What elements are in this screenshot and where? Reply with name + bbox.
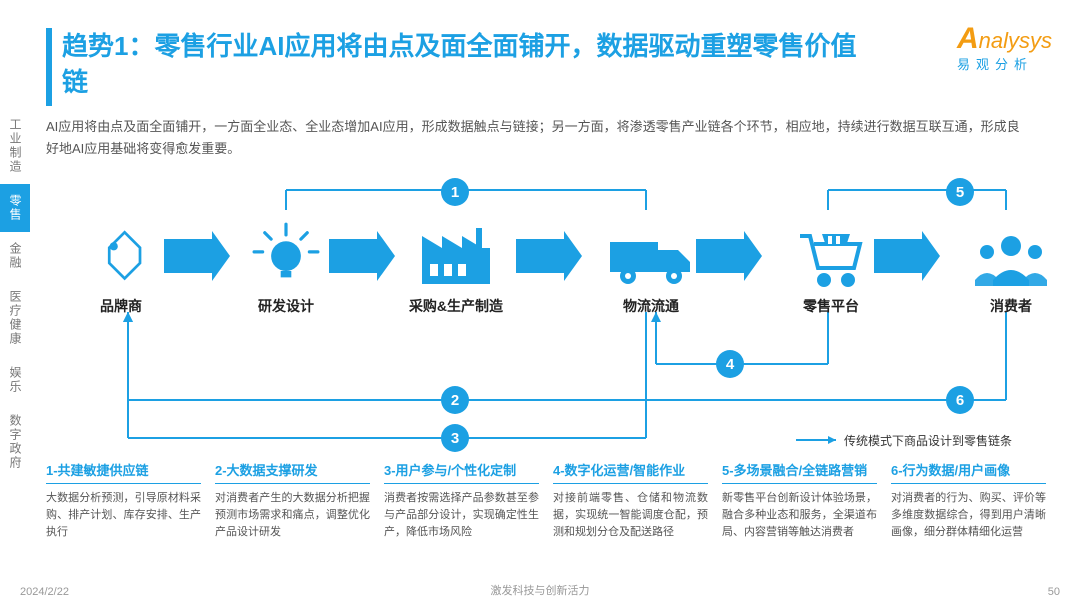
sidebar-item[interactable]: 工业制造 [0,108,30,184]
column-header: 4-数字化运营/智能作业 [553,460,708,484]
info-column: 6-行为数据/用户画像对消费者的行为、购买、评价等多维度数据综合，得到用户清晰画… [891,460,1046,541]
column-header: 2-大数据支撑研发 [215,460,370,484]
column-header: 3-用户参与/个性化定制 [384,460,539,484]
flow-badge: 5 [946,178,974,206]
column-header: 6-行为数据/用户画像 [891,460,1046,484]
column-header: 1-共建敏捷供应链 [46,460,201,484]
flow-badge: 6 [946,386,974,414]
column-body: 消费者按需选择产品参数甚至参与产品部分设计，实现确定性生产，降低市场风险 [384,490,539,541]
info-column: 1-共建敏捷供应链大数据分析预测，引导原材料采购、排产计划、库存安排、生产执行 [46,460,201,541]
brand-logo-sub: 易观分析 [957,54,1052,73]
footer-page: 50 [1048,586,1060,598]
sidebar-item[interactable]: 零售 [0,184,30,232]
brand-logo: Analysys 易观分析 [957,22,1052,73]
node-icon [776,216,886,288]
flow-node: 零售平台 [776,216,886,316]
node-label: 物流流通 [596,296,706,316]
node-label: 品牌商 [66,296,176,316]
column-header: 5-多场景融合/全链路营销 [722,460,877,484]
info-column: 2-大数据支撑研发对消费者产生的大数据分析把握预测市场需求和痛点，调整优化产品设… [215,460,370,541]
brand-logo-name: Analysys [957,22,1052,56]
sidebar-item[interactable]: 金融 [0,232,30,280]
info-column: 5-多场景融合/全链路营销新零售平台创新设计体验场景，融合多种业态和服务，全渠道… [722,460,877,541]
footer-caption: 激发科技与创新活力 [0,582,1080,598]
node-label: 采购&生产制造 [401,296,511,316]
node-label: 研发设计 [231,296,341,316]
columns-row: 1-共建敏捷供应链大数据分析预测，引导原材料采购、排产计划、库存安排、生产执行2… [46,460,1046,541]
node-icon [596,216,706,288]
flow-node: 采购&生产制造 [401,216,511,316]
info-column: 4-数字化运营/智能作业对接前端零售、仓储和物流数据，实现统一智能调度仓配，预测… [553,460,708,541]
node-icon [66,216,176,288]
flow-node: 消费者 [956,216,1066,316]
node-icon [231,216,341,288]
flow-badge: 3 [441,424,469,452]
column-body: 对消费者的行为、购买、评价等多维度数据综合，得到用户清晰画像，细分群体精细化运营 [891,490,1046,541]
column-body: 新零售平台创新设计体验场景，融合多种业态和服务，全渠道布局、内容营销等触达消费者 [722,490,877,541]
column-body: 大数据分析预测，引导原材料采购、排产计划、库存安排、生产执行 [46,490,201,541]
column-body: 对消费者产生的大数据分析把握预测市场需求和痛点，调整优化产品设计研发 [215,490,370,541]
page-title: 趋势1：零售行业AI应用将由点及面全面铺开，数据驱动重塑零售价值链 [62,28,882,101]
flow-svg [46,200,1046,460]
node-label: 消费者 [956,296,1066,316]
column-body: 对接前端零售、仓储和物流数据，实现统一智能调度仓配，预测和规划分仓及配送路径 [553,490,708,541]
flow-badge: 4 [716,350,744,378]
node-icon [956,216,1066,288]
page-title-row: 趋势1：零售行业AI应用将由点及面全面铺开，数据驱动重塑零售价值链 [46,28,882,106]
node-icon [401,216,511,288]
flow-badge: 1 [441,178,469,206]
flow-badge: 2 [441,386,469,414]
sidebar-item[interactable]: 娱乐 [0,356,30,404]
description-text: AI应用将由点及面全面铺开，一方面全业态、全业态增加AI应用，形成数据触点与链接… [46,116,1026,160]
flow-node: 研发设计 [231,216,341,316]
sidebar-item[interactable]: 医疗健康 [0,280,30,356]
flow-node: 品牌商 [66,216,176,316]
sidebar-item[interactable]: 数字政府 [0,404,30,480]
legacy-caption: 传统模式下商品设计到零售链条 [844,432,1012,449]
node-label: 零售平台 [776,296,886,316]
flow-node: 物流流通 [596,216,706,316]
info-column: 3-用户参与/个性化定制消费者按需选择产品参数甚至参与产品部分设计，实现确定性生… [384,460,539,541]
title-accent-bar [46,28,52,106]
sidebar-nav: 工业制造零售金融医疗健康娱乐数字政府 [0,108,30,480]
